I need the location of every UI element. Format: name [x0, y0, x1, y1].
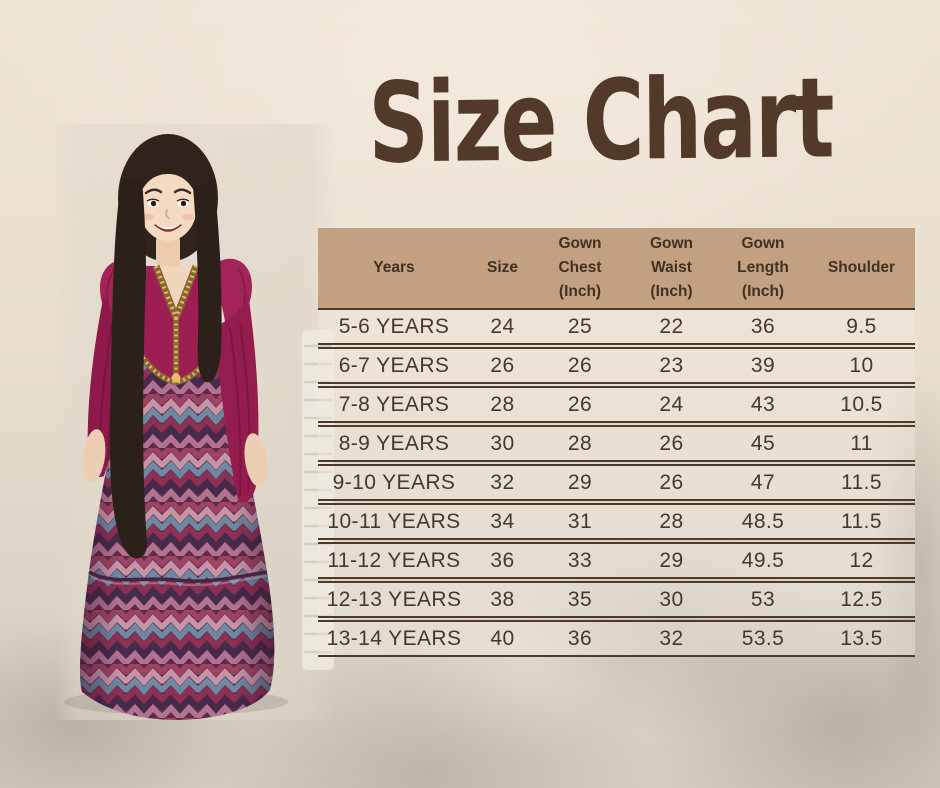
- cell-chest: 36: [567, 626, 593, 650]
- cell-years: 13-14 YEARS: [326, 626, 462, 650]
- cell-chest: 35: [567, 587, 593, 611]
- cell-waist: 30: [659, 587, 684, 611]
- table-row: 10-11 YEARS 34 31 28 48.5 11.5: [318, 503, 915, 540]
- col-header-years: Years: [373, 258, 415, 276]
- table-row: 8-9 YEARS 30 28 26 45 11: [318, 425, 915, 462]
- cell-length: 53: [750, 587, 776, 611]
- table-row: 6-7 YEARS 26 26 23 39 10: [318, 347, 915, 384]
- model-illustration: [64, 134, 334, 720]
- cell-length: 53.5: [741, 626, 785, 650]
- cell-length: 49.5: [741, 548, 785, 572]
- cell-years: 10-11 YEARS: [327, 509, 461, 533]
- model-hair-front: [109, 178, 222, 559]
- cell-length: 43: [750, 392, 776, 416]
- cell-chest: 25: [567, 314, 593, 338]
- cell-size: 40: [490, 626, 515, 650]
- page-title: Size Chart: [367, 53, 833, 189]
- model-neck: [156, 232, 180, 270]
- model-photo: [54, 124, 336, 720]
- cell-size: 28: [490, 392, 515, 416]
- size-chart-table: Years Size Gown Chest (Inch) Gown Waist …: [318, 228, 915, 657]
- cell-size: 30: [490, 431, 515, 455]
- cell-years: 5-6 YEARS: [338, 314, 450, 338]
- cell-years: 7-8 YEARS: [338, 392, 450, 416]
- cell-length: 48.5: [741, 509, 785, 533]
- cell-chest: 26: [567, 392, 593, 416]
- cell-size: 26: [490, 353, 515, 377]
- cell-shoulder: 9.5: [846, 314, 877, 338]
- table-row: 11-12 YEARS 36 33 29 49.5 12: [318, 542, 915, 579]
- table-header-row: Years Size Gown Chest (Inch) Gown Waist …: [318, 228, 915, 308]
- table-body: 5-6 YEARS 24 25 22 36 9.5 6-7 YEARS 26 2…: [318, 308, 915, 657]
- cell-years: 6-7 YEARS: [338, 353, 450, 377]
- cell-chest: 33: [567, 548, 593, 572]
- cell-chest: 26: [567, 353, 593, 377]
- model-hands: [82, 429, 268, 487]
- cell-shoulder: 12: [849, 548, 874, 572]
- table-row: 12-13 YEARS 38 35 30 53 12.5: [318, 581, 915, 618]
- col-header-gown-length: Gown Length (Inch): [737, 234, 789, 300]
- col-header-size: Size: [486, 258, 518, 276]
- cell-size: 34: [490, 509, 515, 533]
- cell-years: 12-13 YEARS: [326, 587, 462, 611]
- cell-shoulder: 13.5: [840, 626, 883, 650]
- cell-waist: 32: [659, 626, 684, 650]
- cell-shoulder: 10.5: [840, 392, 883, 416]
- cell-chest: 31: [567, 509, 593, 533]
- table-row: 7-8 YEARS 28 26 24 43 10.5: [318, 386, 915, 423]
- table-row: 5-6 YEARS 24 25 22 36 9.5: [318, 308, 915, 345]
- cell-waist: 22: [659, 314, 684, 338]
- col-header-gown-chest: Gown Chest (Inch): [558, 234, 602, 300]
- col-header-shoulder: Shoulder: [827, 258, 896, 276]
- cell-size: 38: [490, 587, 515, 611]
- cell-length: 45: [750, 431, 776, 455]
- cell-chest: 28: [567, 431, 593, 455]
- cell-chest: 29: [567, 470, 593, 494]
- cell-size: 24: [490, 314, 515, 338]
- cell-waist: 26: [659, 431, 684, 455]
- cell-waist: 26: [659, 470, 684, 494]
- cell-waist: 23: [659, 353, 684, 377]
- gown-bodice: [131, 264, 221, 386]
- cell-shoulder: 11.5: [841, 470, 882, 494]
- cell-size: 36: [490, 548, 515, 572]
- table-row: 13-14 YEARS 40 36 32 53.5 13.5: [318, 620, 915, 657]
- cell-years: 11-12 YEARS: [327, 548, 461, 572]
- cell-length: 36: [750, 314, 776, 338]
- cell-shoulder: 12.5: [840, 587, 883, 611]
- cell-size: 32: [490, 470, 515, 494]
- cell-shoulder: 11.5: [841, 509, 882, 533]
- cell-length: 47: [750, 470, 776, 494]
- cell-shoulder: 11: [850, 431, 873, 455]
- cell-waist: 28: [659, 509, 684, 533]
- cell-years: 8-9 YEARS: [338, 431, 450, 455]
- table-row: 9-10 YEARS 32 29 26 47 11.5: [318, 464, 915, 501]
- cell-shoulder: 10: [849, 353, 874, 377]
- col-header-gown-waist: Gown Waist (Inch): [649, 234, 694, 300]
- cell-waist: 29: [659, 548, 684, 572]
- model-face: [139, 162, 197, 241]
- cell-years: 9-10 YEARS: [332, 470, 456, 494]
- cell-length: 39: [750, 353, 776, 377]
- cell-waist: 24: [659, 392, 684, 416]
